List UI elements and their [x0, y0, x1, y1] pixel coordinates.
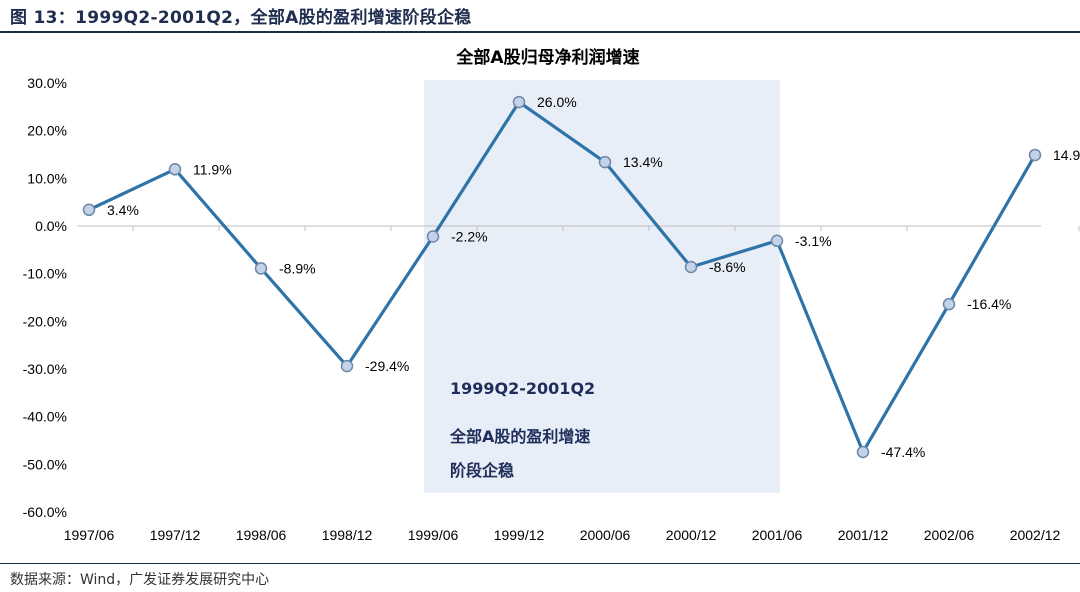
data-label: -3.1% — [795, 233, 832, 249]
y-tick-label: 20.0% — [27, 123, 67, 139]
x-tick-label: 1998/06 — [236, 527, 287, 543]
data-label: -29.4% — [365, 358, 409, 374]
data-source: 数据来源：Wind，广发证券发展研究中心 — [10, 572, 270, 588]
x-tick-label: 2001/06 — [752, 527, 803, 543]
y-tick-label: -20.0% — [23, 313, 67, 329]
x-tick-label: 1999/06 — [408, 527, 459, 543]
data-label: 11.9% — [193, 161, 232, 177]
data-point — [598, 155, 612, 169]
chart-title: 全部A股归母净利润增速 — [455, 47, 639, 68]
data-point — [770, 234, 784, 248]
x-tick-label: 2002/06 — [924, 527, 975, 543]
x-tick-label: 1997/06 — [64, 527, 115, 543]
x-tick-label: 1999/12 — [494, 527, 545, 543]
x-tick-label: 1998/12 — [322, 527, 373, 543]
data-label: -16.4% — [967, 296, 1011, 312]
y-tick-label: -60.0% — [23, 504, 67, 520]
data-point — [82, 203, 96, 217]
y-tick-label: 0.0% — [35, 218, 67, 234]
series-line — [88, 100, 1037, 454]
y-tick-label: 30.0% — [27, 75, 67, 91]
data-point — [254, 262, 268, 275]
x-tick-label: 2000/06 — [580, 527, 631, 543]
y-tick-label: -50.0% — [23, 456, 67, 472]
footer-divider — [0, 563, 1080, 564]
data-label: 14.9% — [1053, 147, 1080, 163]
data-label: 3.4% — [107, 202, 139, 218]
figure-header: 图 13：1999Q2-2001Q2，全部A股的盈利增速阶段企稳 — [0, 0, 1080, 33]
x-tick-label: 2002/12 — [1010, 527, 1061, 543]
series-polyline — [88, 100, 1037, 454]
highlight-band — [424, 80, 780, 493]
data-labels: 3.4% 11.9% -8.9% -29.4% -2.2% 26.0% 13.4% -8.6%… — [107, 94, 1080, 460]
data-point — [1028, 148, 1042, 162]
data-label: -47.4% — [881, 444, 925, 460]
data-label: 13.4% — [623, 154, 663, 170]
highlight-label-line1: 全部A股的盈利增速 — [449, 427, 590, 446]
x-tick-label: 1997/12 — [150, 527, 201, 543]
highlight-label-period: 1999Q2-2001Q2 — [450, 379, 595, 398]
data-points — [82, 95, 1042, 459]
x-tick-label: 2000/12 — [666, 527, 717, 543]
data-point — [856, 445, 870, 459]
data-label: -8.6% — [709, 259, 746, 275]
figure-title: 图 13：1999Q2-2001Q2，全部A股的盈利增速阶段企稳 — [10, 8, 472, 28]
y-tick-label: -40.0% — [23, 409, 67, 425]
highlight-label-line2: 阶段企稳 — [450, 461, 514, 480]
axes: 30.0% 20.0% 10.0% 0.0% -10.0% -20.0% -30.0% -40… — [23, 75, 1080, 543]
y-tick-label: -10.0% — [23, 266, 67, 282]
x-tick-label: 2001/12 — [838, 527, 889, 543]
y-tick-label: 10.0% — [27, 170, 67, 186]
data-point — [942, 297, 956, 311]
data-point — [684, 260, 698, 274]
highlight-region — [424, 80, 780, 493]
data-label: 26.0% — [537, 94, 577, 110]
y-tick-label: -30.0% — [23, 361, 67, 377]
data-label: -8.9% — [279, 260, 316, 276]
data-point — [340, 359, 354, 373]
data-label: -2.2% — [451, 228, 488, 244]
data-point — [168, 163, 182, 176]
data-point — [512, 95, 526, 109]
line-chart: 30.0% 20.0% 10.0% 0.0% -10.0% -20.0% -30.0% -40… — [23, 47, 1080, 543]
data-point — [426, 230, 440, 243]
